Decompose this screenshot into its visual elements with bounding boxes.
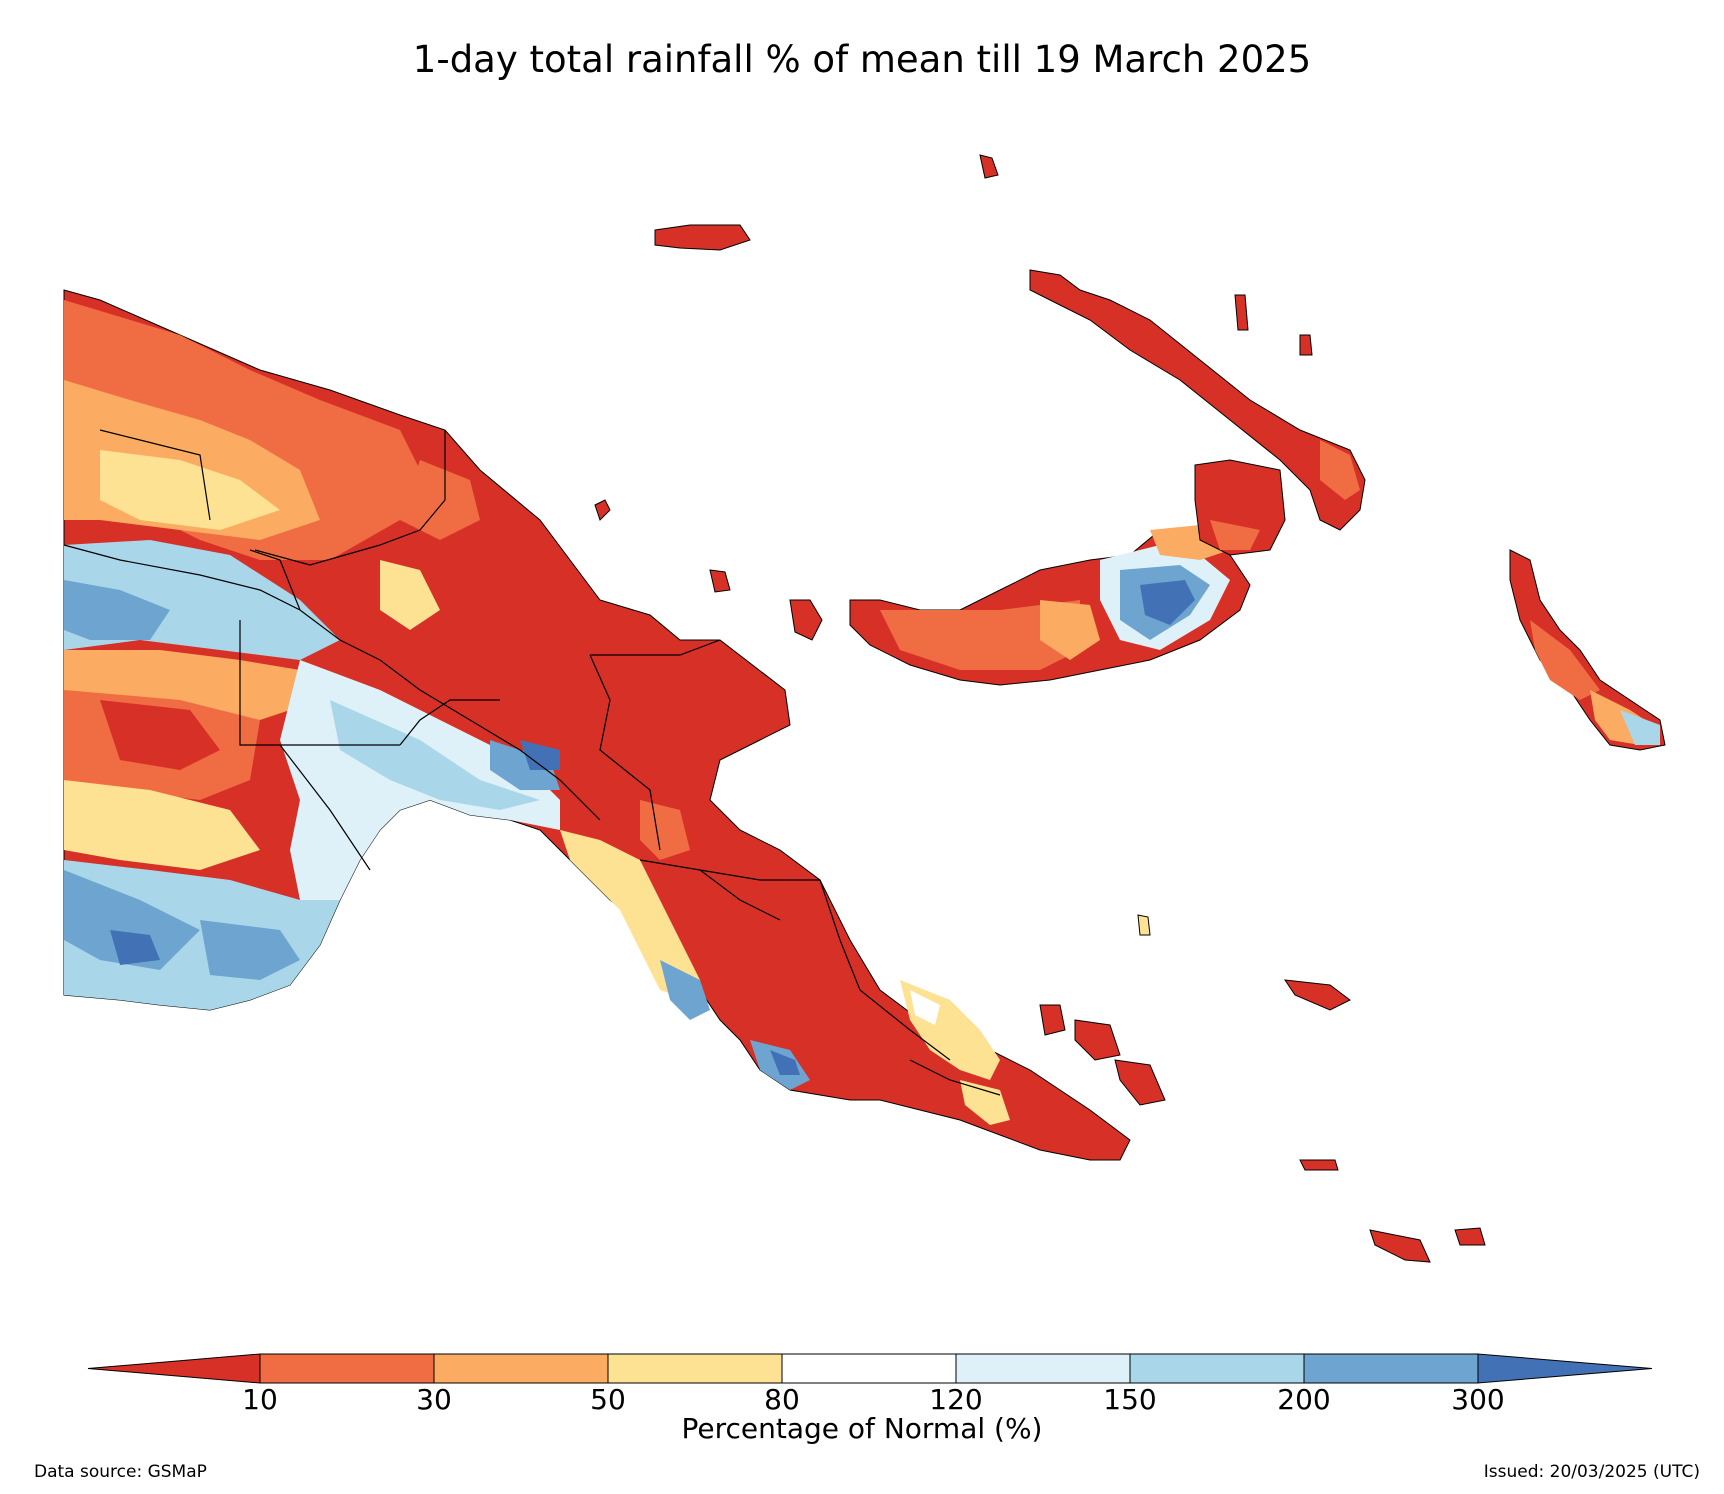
legend-tick-80: 80 (764, 1383, 800, 1416)
legend-label: Percentage of Normal (%) (681, 1412, 1043, 1445)
legend-bin-extend-high (1477, 1353, 1653, 1384)
legend-bin-50-80 (607, 1353, 783, 1384)
new-ireland (1029, 269, 1366, 531)
legend-tick-50: 50 (590, 1383, 626, 1416)
legend-tick-30: 30 (416, 1383, 452, 1416)
legend-bin-150-200 (1129, 1353, 1305, 1384)
issued-date: Issued: 20/03/2025 (UTC) (1483, 1462, 1700, 1482)
legend-tick-10: 10 (242, 1383, 278, 1416)
legend-bin-extend-low (87, 1353, 261, 1384)
manus (654, 224, 751, 251)
data-source: Data source: GSMaP (34, 1462, 207, 1482)
legend-tick-120: 120 (929, 1383, 983, 1416)
legend-bin-120-150 (955, 1353, 1131, 1384)
bougainville (1509, 549, 1666, 751)
legend-bin-30-50 (433, 1353, 609, 1384)
legend-bin-10-30 (259, 1353, 435, 1384)
legend-tick-300: 300 (1451, 1383, 1505, 1416)
legend-tick-200: 200 (1277, 1383, 1331, 1416)
legend-bin-80-120 (781, 1353, 957, 1384)
legend-tick-150: 150 (1103, 1383, 1157, 1416)
map-title: 1-day total rainfall % of mean till 19 M… (412, 38, 1312, 81)
legend-bin-200-300 (1303, 1353, 1479, 1384)
